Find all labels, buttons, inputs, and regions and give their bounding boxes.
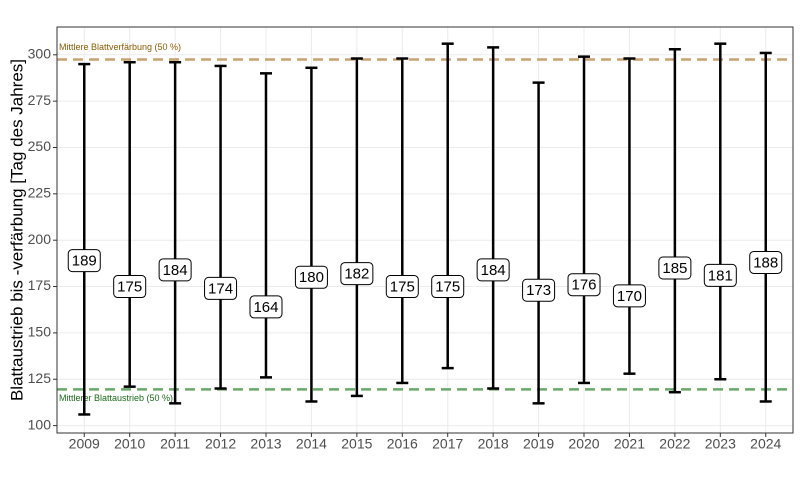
reference-label: Mittlere Blattverfärbung (50 %) <box>59 42 181 52</box>
duration-label-box <box>431 275 465 299</box>
x-tick-label: 2016 <box>387 436 418 452</box>
duration-label-box <box>749 250 783 274</box>
duration-label-box <box>385 275 419 299</box>
duration-label-box <box>340 262 374 286</box>
x-tick-label: 2012 <box>205 436 236 452</box>
duration-label-box <box>158 258 192 282</box>
duration-label: 176 <box>571 277 596 294</box>
duration-label: 188 <box>753 254 778 271</box>
x-tick-label: 2009 <box>69 436 100 452</box>
x-tick-label: 2021 <box>614 436 645 452</box>
duration-label: 184 <box>481 262 506 279</box>
duration-label-box <box>249 295 283 319</box>
y-tick-label: 125 <box>28 370 52 386</box>
x-tick-label: 2020 <box>568 436 599 452</box>
x-tick-label: 2014 <box>296 436 327 452</box>
y-tick-label: 250 <box>28 138 52 154</box>
plot-border <box>56 26 794 434</box>
duration-label-box <box>612 284 646 308</box>
x-tick-label: 2019 <box>523 436 554 452</box>
y-axis-title: Blattaustrieb bis -verfärbung [Tag des J… <box>7 59 26 401</box>
x-tick-label: 2013 <box>250 436 281 452</box>
x-tick-label: 2017 <box>432 436 463 452</box>
y-tick-label: 275 <box>28 92 52 108</box>
duration-label: 175 <box>390 279 415 296</box>
duration-label-box <box>67 249 101 273</box>
duration-label: 170 <box>617 288 642 305</box>
duration-label: 184 <box>163 262 188 279</box>
duration-label: 182 <box>344 266 369 283</box>
x-tick-label: 2023 <box>705 436 736 452</box>
reference-label: Mittlerer Blattaustrieb (50 %) <box>59 393 173 403</box>
duration-label: 189 <box>72 253 97 270</box>
duration-label: 180 <box>299 269 324 286</box>
duration-label-box <box>476 258 510 282</box>
duration-label-box <box>522 278 556 302</box>
duration-label-box <box>113 275 147 299</box>
duration-label-box <box>204 276 238 300</box>
duration-label: 185 <box>662 260 687 277</box>
duration-label-box <box>294 265 328 289</box>
x-tick-label: 2011 <box>160 436 190 452</box>
duration-label: 175 <box>117 279 142 296</box>
x-tick-label: 2018 <box>478 436 509 452</box>
duration-label: 181 <box>708 267 733 284</box>
duration-label-box <box>703 263 737 287</box>
y-tick-label: 200 <box>28 231 52 247</box>
y-tick-label: 175 <box>28 277 52 293</box>
duration-label: 174 <box>208 280 233 297</box>
y-tick-label: 100 <box>28 416 52 432</box>
x-tick-label: 2022 <box>659 436 690 452</box>
duration-label: 173 <box>526 282 551 299</box>
duration-label-box <box>567 273 601 297</box>
x-tick-label: 2024 <box>750 436 781 452</box>
duration-label: 175 <box>435 279 460 296</box>
x-tick-label: 2010 <box>114 436 145 452</box>
y-tick-label: 300 <box>28 46 52 62</box>
duration-label-box <box>658 256 692 280</box>
y-tick-label: 150 <box>28 324 52 340</box>
duration-label: 164 <box>253 299 278 316</box>
y-tick-label: 225 <box>28 185 52 201</box>
x-tick-label: 2015 <box>341 436 372 452</box>
